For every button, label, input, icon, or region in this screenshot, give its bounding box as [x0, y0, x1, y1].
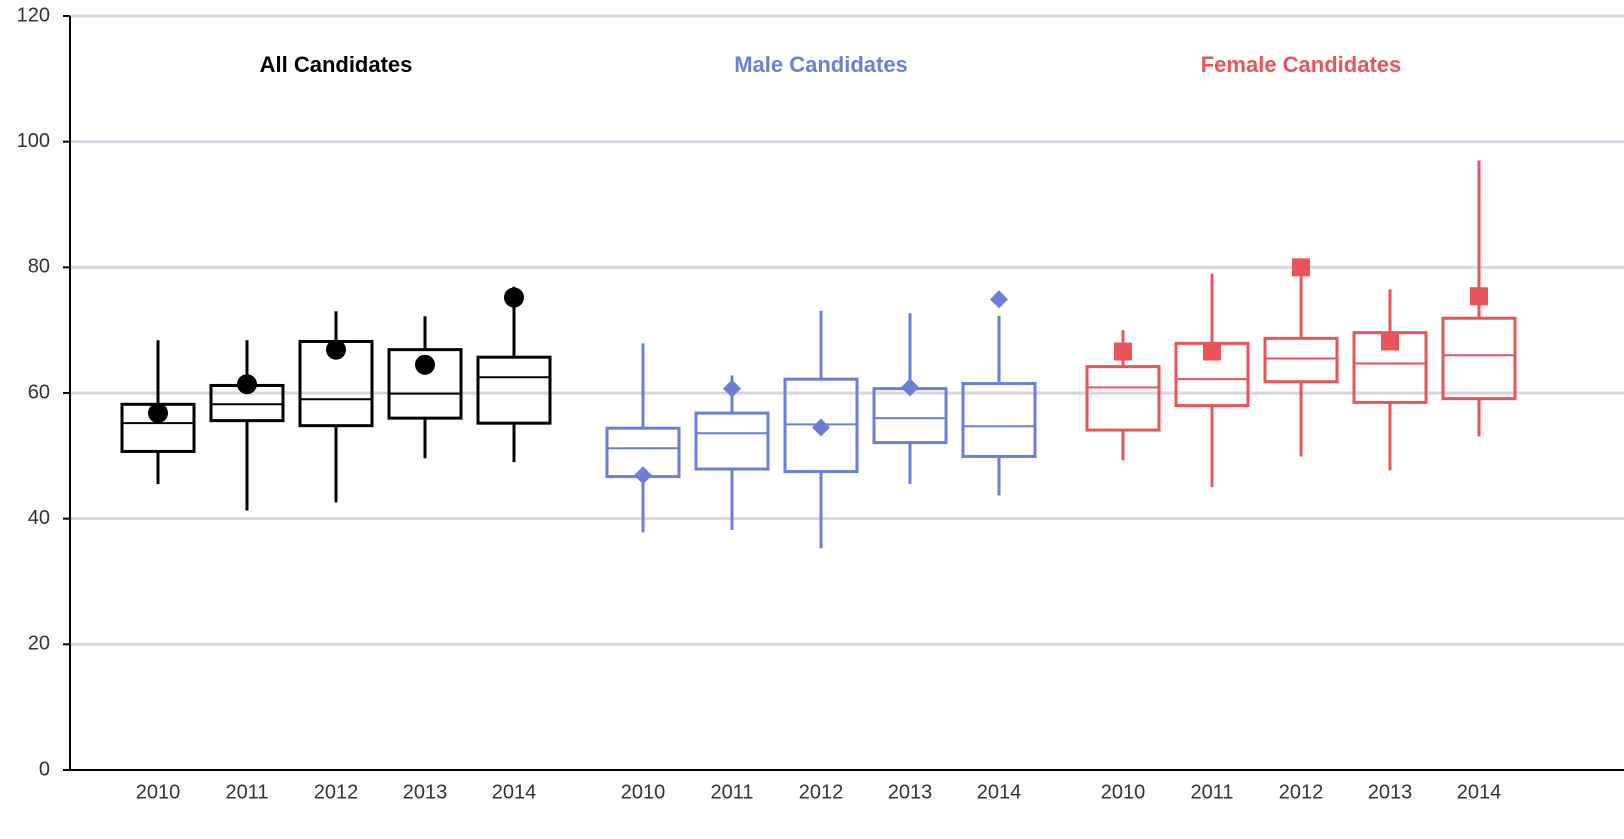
mean-marker — [1292, 258, 1310, 277]
box — [1085, 365, 1161, 432]
x-tick-label: 2014 — [977, 781, 1022, 803]
mean-marker — [901, 378, 919, 397]
group-title: All Candidates — [260, 52, 413, 77]
mean-marker — [504, 287, 524, 308]
x-tick-label: 2013 — [1368, 781, 1413, 803]
y-tick-label: 100 — [17, 130, 50, 152]
x-tick-label: 2010 — [621, 781, 666, 803]
y-tick-label: 120 — [17, 4, 50, 26]
x-tick-label: 2011 — [225, 781, 268, 803]
x-tick-label: 2011 — [1190, 781, 1233, 803]
x-tick-label: 2011 — [710, 781, 753, 803]
x-tick-label: 2010 — [136, 781, 181, 803]
mean-marker — [1381, 332, 1399, 351]
y-tick-label: 20 — [28, 633, 50, 655]
mean-marker — [237, 374, 257, 395]
y-tick-label: 0 — [39, 758, 50, 780]
group-title: Male Candidates — [734, 52, 908, 77]
x-tick-label: 2014 — [1457, 781, 1502, 803]
x-tick-label: 2012 — [1279, 781, 1324, 803]
mean-marker — [990, 290, 1008, 309]
mean-marker — [148, 403, 168, 424]
mean-marker — [1114, 342, 1132, 361]
group-title: Female Candidates — [1201, 52, 1402, 77]
mean-marker — [812, 418, 830, 437]
mean-marker — [634, 466, 652, 485]
box — [1263, 336, 1339, 384]
mean-marker — [1470, 287, 1488, 306]
box — [694, 411, 770, 471]
mean-marker — [1203, 342, 1221, 361]
y-tick-label: 80 — [28, 256, 50, 278]
x-tick-label: 2013 — [403, 781, 448, 803]
box — [961, 382, 1037, 458]
mean-marker — [326, 339, 346, 360]
x-tick-label: 2012 — [314, 781, 359, 803]
x-tick-label: 2010 — [1101, 781, 1146, 803]
y-tick-label: 60 — [28, 381, 50, 403]
x-tick-label: 2014 — [492, 781, 537, 803]
box — [387, 348, 463, 420]
box — [476, 355, 552, 425]
box — [1441, 316, 1517, 401]
mean-marker — [723, 379, 741, 398]
mean-marker — [415, 354, 435, 375]
x-tick-label: 2012 — [799, 781, 844, 803]
y-tick-label: 40 — [28, 507, 50, 529]
x-tick-label: 2013 — [888, 781, 933, 803]
box — [872, 387, 948, 445]
